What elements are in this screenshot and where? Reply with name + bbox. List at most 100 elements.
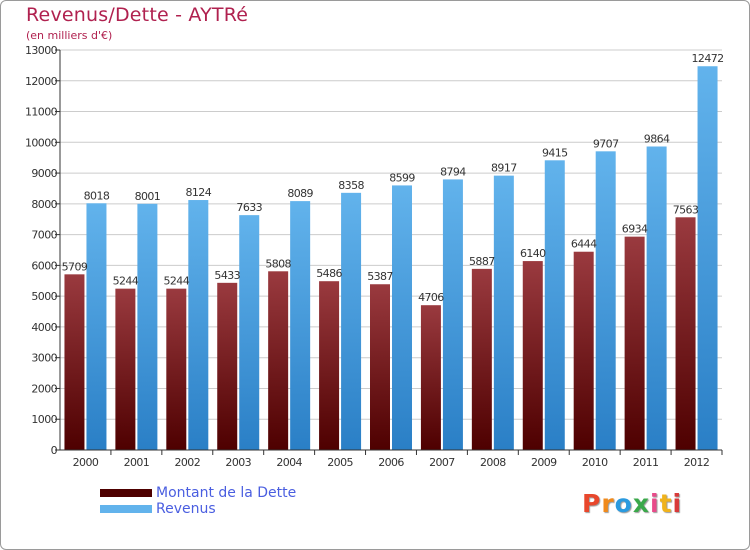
data-label-revenus: 8001: [135, 190, 161, 203]
bar-dette: [166, 288, 187, 450]
data-label-revenus: 9864: [644, 132, 670, 145]
y-tick-label: 13000: [25, 44, 58, 57]
x-tick-label: 2006: [378, 456, 404, 469]
x-tick-label: 2000: [73, 456, 99, 469]
labels-layer: 5709 8018 5244 8001 5244 8124 5433 7633 5808 8089…: [62, 52, 724, 304]
data-label-revenus: 8124: [186, 186, 212, 199]
data-label-dette: 5887: [469, 255, 495, 268]
data-label-dette: 6444: [571, 238, 597, 251]
bar-revenus: [392, 185, 412, 450]
data-label-dette: 5709: [62, 260, 88, 273]
data-label-dette: 6140: [520, 247, 546, 260]
legend-label-dette: Montant de la Dette: [156, 485, 297, 501]
data-label-revenus: 12472: [692, 52, 724, 65]
axis-layer: 0 1000 2000 3000 4000 5000 6000 7000 8000 9000 100…: [25, 44, 723, 469]
x-tick-label: 2011: [633, 456, 659, 469]
chart-title: Revenus/Dette - AYTRé: [26, 4, 249, 26]
bar-dette: [471, 268, 492, 450]
data-label-dette: 5808: [265, 257, 291, 270]
y-tick-label: 9000: [31, 167, 57, 180]
bar-revenus: [544, 160, 565, 451]
legend: Montant de la Dette Revenus: [100, 485, 296, 517]
bar-revenus: [290, 201, 311, 450]
bar-revenus: [595, 151, 616, 451]
bar-revenus: [239, 215, 260, 450]
x-tick-label: 2001: [124, 456, 150, 469]
data-label-dette: 4706: [418, 291, 444, 304]
data-label-revenus: 9707: [593, 137, 619, 150]
bar-dette: [420, 305, 441, 450]
x-tick-label: 2012: [684, 456, 710, 469]
x-tick-label: 2008: [480, 456, 506, 469]
data-label-revenus: 8917: [491, 162, 517, 175]
y-tick-label: 0: [51, 444, 58, 457]
bar-dette: [217, 282, 238, 450]
y-tick-label: 5000: [31, 290, 57, 303]
data-label-revenus: 9415: [542, 146, 568, 159]
x-tick-label: 2009: [531, 456, 557, 469]
logo-letter: o: [614, 489, 633, 518]
legend-item-revenus: Revenus: [100, 501, 296, 517]
logo-letter: i: [650, 489, 660, 518]
bars-layer: [64, 66, 718, 451]
x-tick-label: 2007: [429, 456, 455, 469]
bar-dette: [268, 271, 289, 450]
bar-revenus: [86, 203, 107, 450]
bar-revenus: [137, 203, 158, 450]
legend-item-dette: Montant de la Dette: [100, 485, 296, 501]
legend-label-revenus: Revenus: [156, 501, 216, 517]
data-label-revenus: 8089: [287, 187, 313, 200]
y-tick-label: 7000: [31, 229, 57, 242]
data-label-revenus: 8794: [440, 165, 466, 178]
bar-revenus: [442, 179, 463, 450]
y-tick-label: 11000: [25, 106, 58, 119]
bar-dette: [115, 288, 136, 450]
bar-dette: [370, 284, 390, 450]
data-label-dette: 5433: [214, 269, 240, 282]
x-tick-label: 2010: [582, 456, 608, 469]
proxiti-logo: Proxiti: [582, 489, 682, 518]
x-tick-label: 2002: [175, 456, 201, 469]
y-tick-label: 10000: [25, 136, 58, 149]
y-tick-label: 1000: [31, 413, 57, 426]
data-label-revenus: 7633: [236, 201, 262, 214]
logo-letter: r: [601, 489, 615, 518]
data-label-dette: 7563: [673, 203, 699, 216]
bar-revenus: [493, 175, 514, 450]
bar-revenus: [341, 192, 362, 451]
logo-letter: P: [582, 489, 602, 518]
data-label-dette: 5244: [113, 275, 139, 288]
logo-letter: t: [659, 489, 673, 518]
bar-revenus: [646, 146, 667, 450]
data-label-revenus: 8599: [389, 171, 415, 184]
bar-dette: [522, 261, 543, 450]
legend-swatch-revenus: [100, 505, 152, 513]
legend-swatch-dette: [100, 489, 152, 497]
bar-dette: [64, 274, 85, 450]
bar-revenus: [697, 66, 718, 450]
x-tick-label: 2004: [276, 456, 302, 469]
y-tick-label: 4000: [31, 321, 57, 334]
data-label-dette: 5387: [367, 270, 393, 283]
y-tick-label: 12000: [25, 75, 58, 88]
chart-subtitle: (en milliers d'€): [26, 29, 113, 42]
data-label-dette: 6934: [622, 223, 648, 236]
data-label-revenus: 8018: [84, 189, 110, 202]
bar-dette: [624, 236, 645, 450]
logo-letter: x: [632, 489, 650, 518]
bar-dette: [319, 281, 340, 450]
x-tick-label: 2005: [327, 456, 353, 469]
y-tick-label: 6000: [31, 259, 57, 272]
data-label-dette: 5486: [316, 267, 342, 280]
y-tick-label: 8000: [31, 198, 57, 211]
data-label-dette: 5244: [164, 275, 190, 288]
x-tick-label: 2003: [225, 456, 251, 469]
bar-dette: [573, 251, 594, 450]
y-tick-label: 2000: [31, 382, 57, 395]
bar-dette: [675, 217, 696, 450]
data-label-revenus: 8358: [338, 179, 364, 192]
logo-letter: i: [672, 489, 683, 518]
y-tick-label: 3000: [31, 352, 57, 365]
bar-revenus: [188, 200, 209, 450]
